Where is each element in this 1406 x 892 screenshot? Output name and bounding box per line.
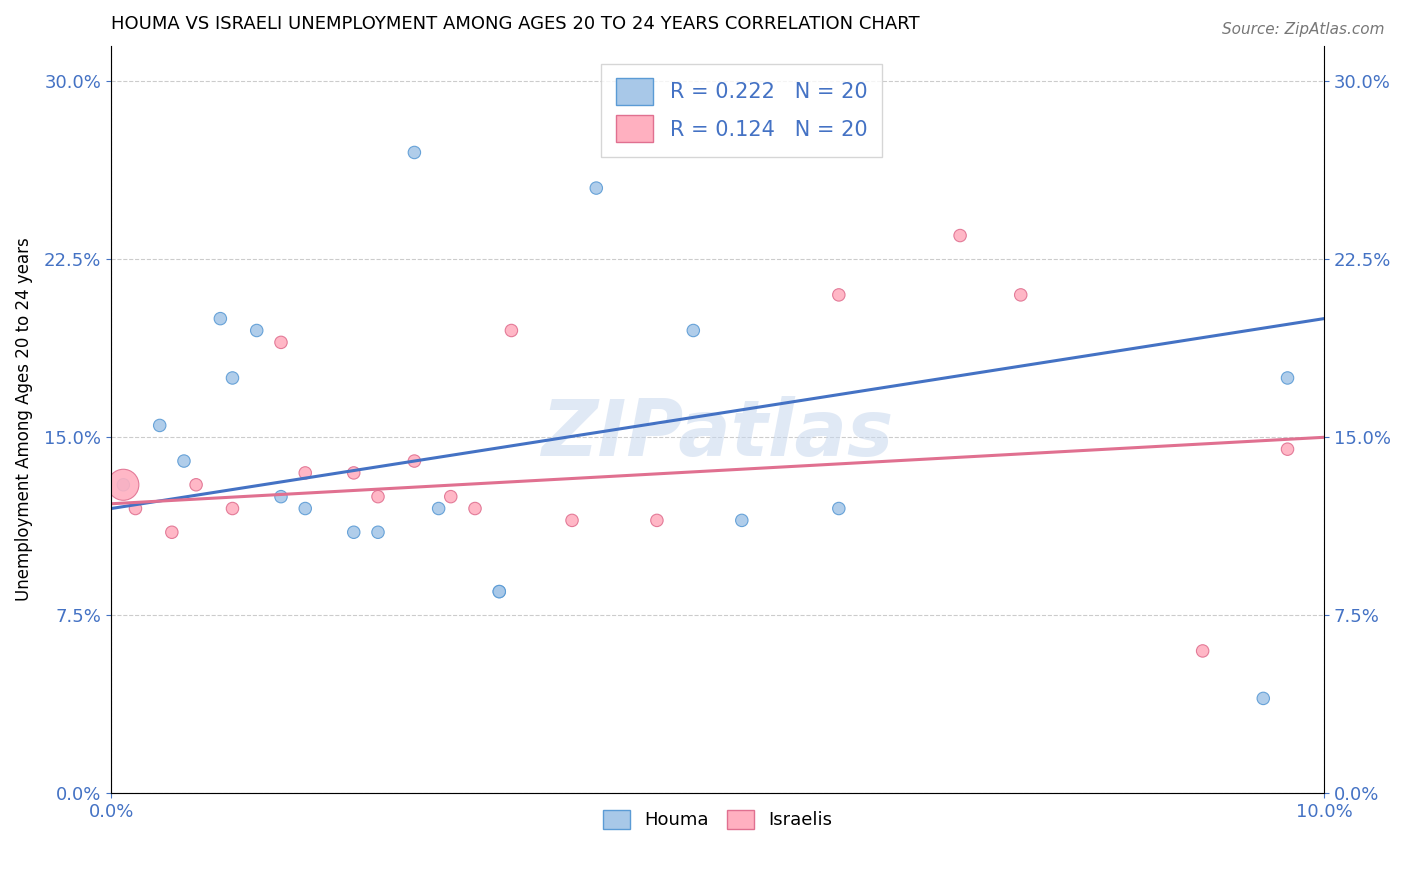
Point (1010, 288, 1032, 302)
Point (1277, 442, 1299, 457)
Point (1191, 644, 1213, 658)
Point (112, 477, 135, 491)
Text: Source: ZipAtlas.com: Source: ZipAtlas.com (1222, 22, 1385, 37)
Point (1277, 371, 1299, 385)
Text: ZIPatlas: ZIPatlas (541, 396, 894, 473)
Point (343, 525, 366, 540)
Point (731, 513, 754, 527)
Point (270, 335, 292, 350)
Point (828, 501, 851, 516)
Point (367, 525, 389, 540)
Point (221, 501, 243, 516)
Point (173, 454, 195, 468)
Point (949, 228, 972, 243)
Legend: Houma, Israelis: Houma, Israelis (596, 803, 839, 837)
Point (124, 501, 146, 516)
Point (1251, 691, 1274, 706)
Point (561, 513, 583, 527)
Point (427, 501, 450, 516)
Point (112, 477, 135, 491)
Point (501, 324, 523, 338)
Point (270, 490, 292, 504)
Point (404, 145, 426, 160)
Point (149, 418, 172, 433)
Point (464, 501, 486, 516)
Point (209, 311, 232, 326)
Point (488, 584, 510, 599)
Y-axis label: Unemployment Among Ages 20 to 24 years: Unemployment Among Ages 20 to 24 years (15, 237, 32, 601)
Point (294, 466, 316, 480)
Point (440, 490, 463, 504)
Point (343, 466, 366, 480)
Point (294, 501, 316, 516)
Point (645, 513, 668, 527)
Point (367, 490, 389, 504)
Point (828, 288, 851, 302)
Point (221, 371, 243, 385)
Point (488, 584, 510, 599)
Text: HOUMA VS ISRAELI UNEMPLOYMENT AMONG AGES 20 TO 24 YEARS CORRELATION CHART: HOUMA VS ISRAELI UNEMPLOYMENT AMONG AGES… (111, 15, 920, 33)
Point (246, 324, 269, 338)
Point (585, 181, 607, 195)
Point (404, 454, 426, 468)
Point (160, 525, 183, 540)
Point (682, 324, 704, 338)
Point (184, 477, 207, 491)
